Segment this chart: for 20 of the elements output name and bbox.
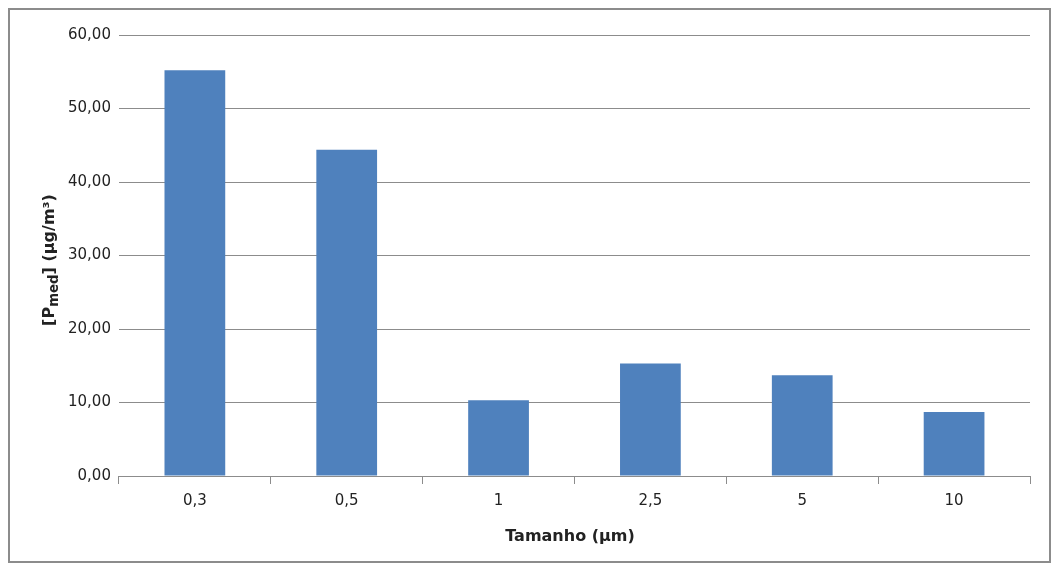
x-tick-label: 1 (493, 490, 504, 509)
x-tick-label: 10 (944, 490, 964, 509)
y-tick-label: 50,00 (67, 98, 111, 117)
y-tick-label: 30,00 (67, 245, 111, 264)
bar (164, 70, 226, 476)
y-tick-label: 40,00 (67, 171, 111, 190)
bar (316, 149, 378, 476)
y-tick-label: 20,00 (67, 318, 111, 337)
x-axis-title: Tamanho (µm) (505, 525, 635, 545)
y-tick-label: 0,00 (77, 465, 111, 484)
x-tick-label: 0,3 (182, 490, 207, 509)
bar (923, 412, 985, 476)
bar (468, 400, 529, 476)
x-tick-label: 5 (797, 490, 808, 509)
x-tick-label: 2,5 (638, 490, 663, 509)
y-tick-label: 10,00 (67, 392, 111, 411)
bar (771, 375, 833, 476)
bar (620, 363, 681, 476)
y-tick-label: 60,00 (67, 24, 111, 43)
x-tick-label: 0,5 (334, 490, 359, 509)
